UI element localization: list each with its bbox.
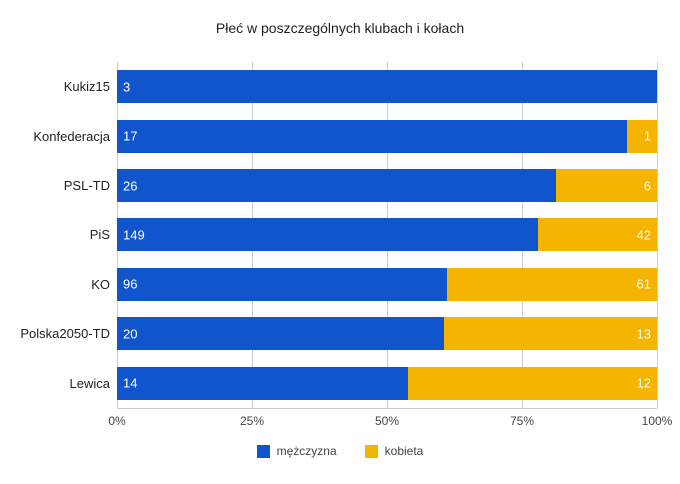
chart-title: Płeć w poszczególnych klubach i kołach	[215, 20, 465, 36]
legend-label-men: mężczyzna	[276, 444, 337, 458]
stacked-bar: 3	[117, 70, 657, 104]
bar-row: 20 13	[117, 309, 657, 358]
women-swatch	[364, 444, 378, 458]
men-value-label: 20	[123, 326, 138, 342]
category-label: Konfederacja	[33, 128, 110, 144]
x-tick-label: 100%	[641, 414, 673, 428]
category-labels: Kukiz15 Konfederacja PSL-TD PiS KO Polska2050…	[0, 62, 110, 408]
men-swatch	[256, 444, 270, 458]
bar-row: 3	[117, 62, 657, 111]
category-label: Kukiz15	[63, 79, 110, 95]
x-tick-label: 0%	[108, 414, 126, 428]
stacked-bar: 96 61	[117, 267, 657, 301]
bar-segment-men[interactable]: 17	[117, 119, 627, 153]
plot-area: 3 17 1 26 6 149 42 96 61 20 13 14 12	[116, 62, 658, 409]
x-tick-label: 50%	[374, 414, 400, 428]
bar-segment-women[interactable]: 13	[444, 317, 657, 351]
category-label: Lewica	[69, 375, 110, 391]
bar-row: 26 6	[117, 161, 657, 210]
women-value-label: 1	[643, 128, 651, 144]
bar-row: 96 61	[117, 260, 657, 309]
bar-segment-men[interactable]: 3	[117, 70, 657, 104]
x-tick-label: 75%	[509, 414, 535, 428]
x-tick-label: 25%	[239, 414, 265, 428]
category-label: PiS	[89, 227, 110, 243]
men-value-label: 17	[123, 128, 138, 144]
category-label: Polska2050-TD	[20, 326, 110, 342]
category-label: KO	[91, 276, 110, 292]
women-value-label: 13	[636, 326, 651, 342]
bar-segment-men[interactable]: 20	[117, 317, 445, 351]
legend: mężczyzna kobieta	[0, 444, 680, 458]
bar-segment-women[interactable]: 1	[627, 119, 657, 153]
bar-segment-men[interactable]: 14	[117, 366, 408, 400]
men-value-label: 14	[123, 375, 138, 391]
bar-segment-women[interactable]: 6	[555, 169, 657, 203]
stacked-bar: 14 12	[117, 366, 657, 400]
men-value-label: 3	[123, 79, 131, 95]
gridline	[656, 62, 658, 408]
stacked-bar: 149 42	[117, 218, 657, 252]
legend-label-women: kobieta	[384, 444, 424, 458]
bar-segment-men[interactable]: 26	[117, 169, 556, 203]
bar-segment-women[interactable]: 61	[447, 267, 657, 301]
bar-row: 149 42	[117, 210, 657, 259]
stacked-bar: 20 13	[117, 317, 657, 351]
category-label: PSL-TD	[63, 178, 110, 194]
bar-segment-women[interactable]: 12	[407, 366, 657, 400]
women-value-label: 6	[643, 178, 651, 194]
men-value-label: 26	[123, 178, 138, 194]
legend-item-men: mężczyzna	[256, 444, 337, 458]
bar-segment-men[interactable]: 96	[117, 267, 448, 301]
women-value-label: 42	[636, 227, 651, 243]
bar-segment-women[interactable]: 42	[538, 218, 657, 252]
women-value-label: 61	[636, 276, 651, 292]
bar-row: 17 1	[117, 111, 657, 160]
women-value-label: 12	[636, 375, 651, 391]
men-value-label: 149	[123, 227, 145, 243]
bar-row: 14 12	[117, 359, 657, 408]
stacked-bar: 17 1	[117, 119, 657, 153]
legend-item-women: kobieta	[364, 444, 424, 458]
stacked-bar: 26 6	[117, 169, 657, 203]
x-axis-ticks: 0% 25% 50% 75% 100%	[108, 414, 672, 430]
men-value-label: 96	[123, 276, 138, 292]
bar-segment-men[interactable]: 149	[117, 218, 539, 252]
